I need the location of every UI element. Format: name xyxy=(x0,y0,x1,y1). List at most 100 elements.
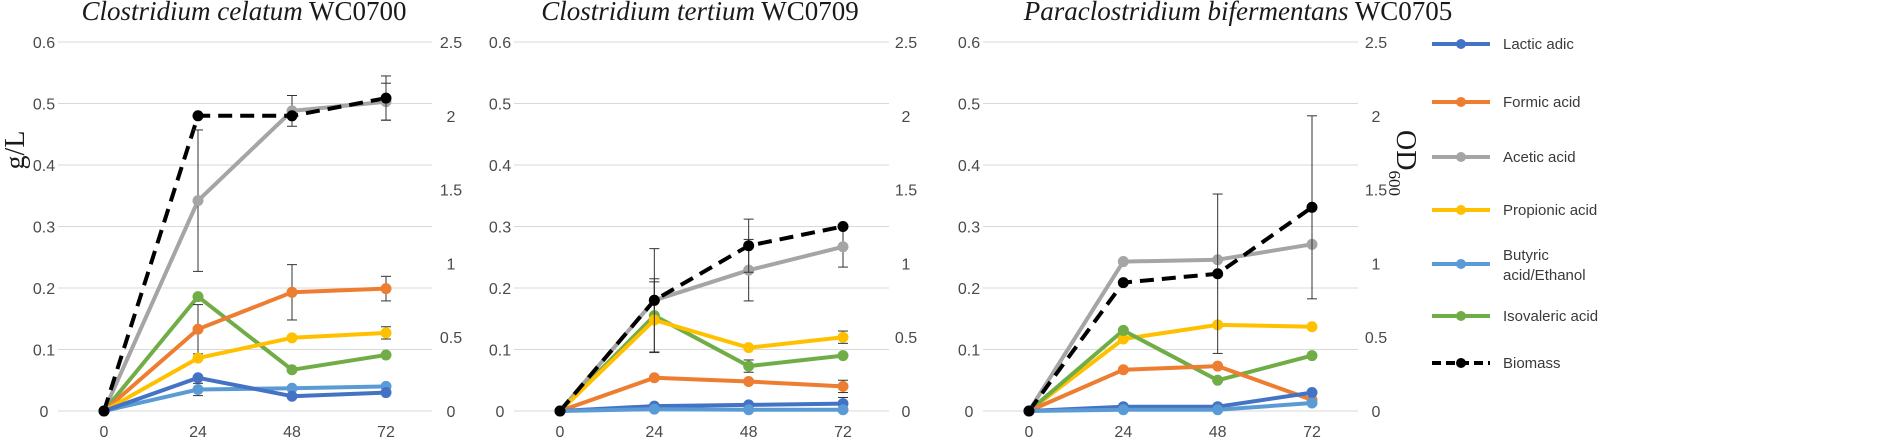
chart-panel-1: Clostridium celatum WC0700 0 0.1 0.2 0.3 0.4 0… xyxy=(33,0,462,441)
y-right-tick-label: 1 xyxy=(902,256,911,273)
y-right-tick-label: 2.5 xyxy=(1365,35,1387,52)
x-tick-label: 0 xyxy=(1025,424,1034,441)
legend-label-isovaleric: Isovaleric acid xyxy=(1503,308,1598,325)
y-left-tick-label: 0.4 xyxy=(958,158,980,175)
y-right-tick-label: 0 xyxy=(1372,404,1381,421)
x-tick-label: 24 xyxy=(645,424,663,441)
data-point-propionic xyxy=(192,352,204,364)
x-tick-label: 24 xyxy=(1114,424,1132,441)
y-left-tick-label: 0.1 xyxy=(958,343,980,360)
data-point-biomass xyxy=(1212,268,1224,280)
panel-title-strain: WC0705 xyxy=(1348,0,1452,26)
panel-title: Clostridium tertium WC0709 xyxy=(541,0,859,26)
data-point-butyric xyxy=(192,383,204,395)
data-point-isovaleric xyxy=(743,360,755,372)
data-point-biomass xyxy=(98,405,110,417)
y-left-axis-label: g/L xyxy=(0,131,31,170)
series-line-isovaleric xyxy=(102,294,387,413)
series-line-lactic xyxy=(103,375,387,413)
data-point-biomass xyxy=(1306,201,1318,213)
data-point-propionic xyxy=(1306,321,1318,333)
series-line-formic xyxy=(559,375,844,413)
data-point-isovaleric xyxy=(192,291,204,303)
y-right-axis-label-subscript: 600 xyxy=(1385,170,1404,196)
data-point-lactic xyxy=(1306,387,1318,399)
data-point-butyric xyxy=(648,403,660,415)
data-point-formic xyxy=(286,286,298,298)
data-point-isovaleric xyxy=(1212,374,1224,386)
y-right-tick-label: 1.5 xyxy=(440,183,462,200)
y-left-tick-label: 0.5 xyxy=(33,97,55,114)
y-right-tick-label: 2 xyxy=(1372,109,1381,126)
data-point-lactic xyxy=(286,390,298,402)
x-tick-label: 0 xyxy=(100,424,109,441)
data-point-isovaleric xyxy=(1306,350,1318,362)
legend-label-butyric: acid/Ethanol xyxy=(1503,267,1586,284)
series-line-biomass xyxy=(558,224,844,413)
data-point-butyric xyxy=(1212,404,1224,416)
legend-marker-biomass xyxy=(1456,358,1466,368)
legend-label-propionic: Propionic acid xyxy=(1503,202,1597,219)
data-point-isovaleric xyxy=(286,364,298,376)
series-line-biomass xyxy=(102,96,387,412)
y-left-tick-label: 0.1 xyxy=(33,343,55,360)
x-tick-label: 48 xyxy=(1209,424,1227,441)
data-point-lactic xyxy=(192,372,204,384)
data-point-formic xyxy=(380,283,392,295)
data-point-isovaleric xyxy=(837,350,849,362)
series-line-isovaleric xyxy=(1027,328,1313,413)
data-point-acetic xyxy=(1117,256,1129,268)
y-right-tick-label: 0 xyxy=(447,404,456,421)
y-left-tick-label: 0.2 xyxy=(33,281,55,298)
x-tick-label: 72 xyxy=(377,424,395,441)
chart-panel-2: Clostridium tertium WC0709 0 0.1 0.2 0.3 0.4 0… xyxy=(489,0,917,441)
legend-marker-acetic xyxy=(1456,152,1466,162)
data-point-acetic xyxy=(837,241,849,253)
y-left-tick-label: 0 xyxy=(40,404,49,421)
y-left-tick-label: 0.3 xyxy=(489,220,511,237)
x-tick-label: 48 xyxy=(740,424,758,441)
x-tick-label: 0 xyxy=(556,424,565,441)
data-point-biomass xyxy=(554,405,566,417)
data-point-isovaleric xyxy=(1117,324,1129,336)
data-point-formic xyxy=(1212,360,1224,372)
y-left-tick-label: 0 xyxy=(496,404,505,421)
data-point-propionic xyxy=(837,331,849,343)
y-left-tick-label: 0.4 xyxy=(489,158,511,175)
series-line-butyric xyxy=(1028,401,1313,413)
y-left-tick-label: 0.3 xyxy=(33,220,55,237)
y-left-tick-label: 0.5 xyxy=(958,97,980,114)
series-line-acetic xyxy=(1027,242,1313,413)
y-left-tick-label: 0.2 xyxy=(958,281,980,298)
x-tick-label: 24 xyxy=(189,424,207,441)
legend-label-lactic: Lactic adic xyxy=(1503,36,1574,53)
y-right-tick-label: 0.5 xyxy=(895,330,917,347)
y-left-tick-label: 0.5 xyxy=(489,97,511,114)
y-left-tick-label: 0.6 xyxy=(33,35,55,52)
y-right-tick-label: 0 xyxy=(902,404,911,421)
y-right-tick-label: 2 xyxy=(447,109,456,126)
y-right-tick-label: 1 xyxy=(1372,256,1381,273)
panel-title-species: Clostridium tertium xyxy=(541,0,755,26)
legend-label-biomass: Biomass xyxy=(1503,355,1561,372)
y-left-tick-label: 0.3 xyxy=(958,220,980,237)
chart-panel-3: Paraclostridium bifermentans WC0705 0 0.1 0… xyxy=(958,0,1452,441)
data-point-butyric xyxy=(1306,397,1318,409)
data-point-biomass xyxy=(837,221,849,232)
legend: Lactic adic Formic acid Acetic acid Propion… xyxy=(1432,36,1598,372)
series-line-formic xyxy=(1028,364,1313,413)
legend-marker-isovaleric xyxy=(1456,311,1466,321)
series-line-biomass xyxy=(1027,205,1314,413)
data-point-butyric xyxy=(837,404,849,416)
x-tick-label: 72 xyxy=(834,424,852,441)
panel-title-strain: WC0700 xyxy=(303,0,407,26)
series-line-acetic xyxy=(102,99,387,412)
legend-marker-butyric xyxy=(1456,259,1466,269)
y-right-tick-label: 1.5 xyxy=(1365,183,1387,200)
data-point-biomass xyxy=(286,110,298,122)
data-point-biomass xyxy=(380,92,392,104)
data-point-lactic xyxy=(380,387,392,399)
data-point-biomass xyxy=(743,240,755,252)
y-right-tick-label: 2.5 xyxy=(895,35,917,52)
